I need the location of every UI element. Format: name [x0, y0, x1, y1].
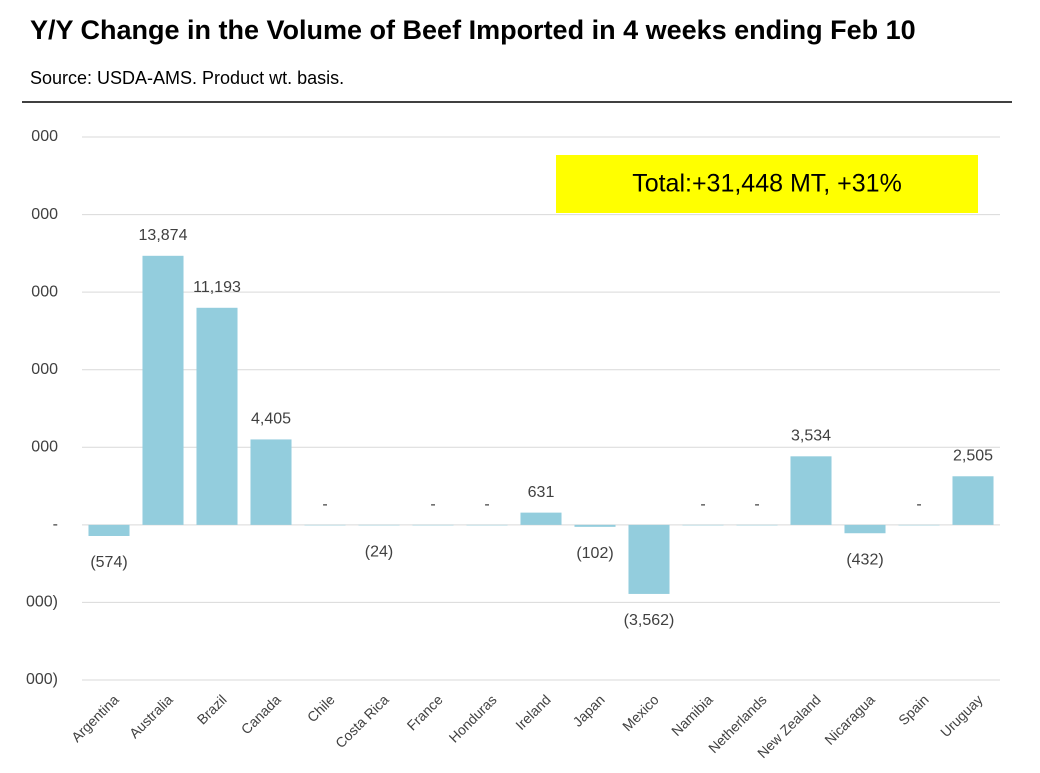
bar — [196, 307, 238, 525]
data-label: 3,534 — [791, 428, 831, 445]
x-tick-label: Brazil — [194, 691, 230, 727]
data-label: (3,562) — [624, 612, 675, 629]
x-tick-label: Uruguay — [937, 691, 986, 740]
bar — [412, 524, 454, 526]
y-tick-label: 000) — [26, 671, 58, 688]
x-tick-label: Chile — [304, 691, 338, 725]
bar — [466, 524, 508, 526]
x-tick-label: Australia — [126, 691, 176, 741]
data-label: - — [484, 496, 489, 513]
data-label: (24) — [365, 544, 393, 561]
x-tick-label: France — [404, 691, 446, 733]
chart-title: Y/Y Change in the Volume of Beef Importe… — [30, 15, 916, 45]
bar — [736, 524, 778, 526]
bar — [844, 524, 886, 534]
x-tick-label: Canada — [238, 691, 284, 737]
x-tick-label: Namibia — [668, 691, 716, 739]
bar — [250, 439, 292, 525]
bar — [88, 524, 130, 536]
bar — [682, 524, 724, 526]
bar — [790, 456, 832, 525]
data-label: (102) — [576, 545, 613, 562]
x-tick-label: Mexico — [619, 691, 662, 734]
data-label: 11,193 — [193, 279, 241, 296]
x-tick-label: Costa Rica — [332, 691, 392, 751]
bar — [898, 524, 940, 526]
y-tick-label: 000 — [31, 283, 58, 300]
data-label: 4,405 — [251, 411, 291, 428]
data-label: 13,874 — [139, 227, 188, 244]
data-label: 631 — [528, 484, 555, 501]
bar — [142, 255, 184, 525]
data-label: - — [754, 496, 759, 513]
x-tick-label: Honduras — [446, 691, 500, 745]
y-tick-label: 000 — [31, 439, 58, 456]
y-tick-label: 000) — [26, 594, 58, 611]
x-tick-label: Japan — [569, 691, 607, 729]
data-label: 2,505 — [953, 447, 993, 464]
y-tick-label: - — [53, 516, 58, 533]
x-tick-label: Nicaragua — [821, 691, 878, 748]
data-label: (432) — [846, 551, 883, 568]
y-tick-label: 000 — [31, 128, 58, 145]
data-label: - — [322, 496, 327, 513]
data-label: - — [916, 496, 921, 513]
y-tick-label: 000 — [31, 206, 58, 223]
bar — [520, 512, 562, 525]
annotation-box — [556, 155, 978, 213]
bar — [628, 524, 670, 594]
data-label: (574) — [90, 554, 127, 571]
y-tick-label: 000 — [31, 361, 58, 378]
bar — [574, 524, 616, 527]
x-tick-label: Ireland — [512, 691, 554, 733]
bar — [358, 524, 400, 526]
annotation: Total:+31,448 MT, +31% — [632, 170, 902, 198]
data-label: - — [700, 496, 705, 513]
bar — [952, 476, 994, 525]
x-tick-label: Argentina — [68, 691, 122, 745]
data-label: - — [430, 496, 435, 513]
chart-subtitle: Source: USDA-AMS. Product wt. basis. — [30, 68, 344, 88]
x-tick-label: Spain — [895, 691, 932, 728]
bar — [304, 524, 346, 526]
